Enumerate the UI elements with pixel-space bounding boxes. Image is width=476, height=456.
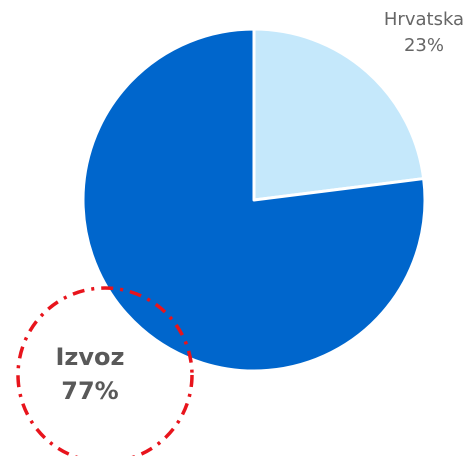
value-label: 77% [61,377,118,405]
pie [81,27,427,373]
category-label: Izvoz [56,343,125,371]
labels: Hrvatska 23% Izvoz 77% [56,9,465,405]
highlight-circle [16,286,194,456]
pie-slice [81,27,427,373]
pie-slice [252,27,426,202]
category-label: Hrvatska [384,9,464,30]
value-label: 23% [404,35,444,56]
